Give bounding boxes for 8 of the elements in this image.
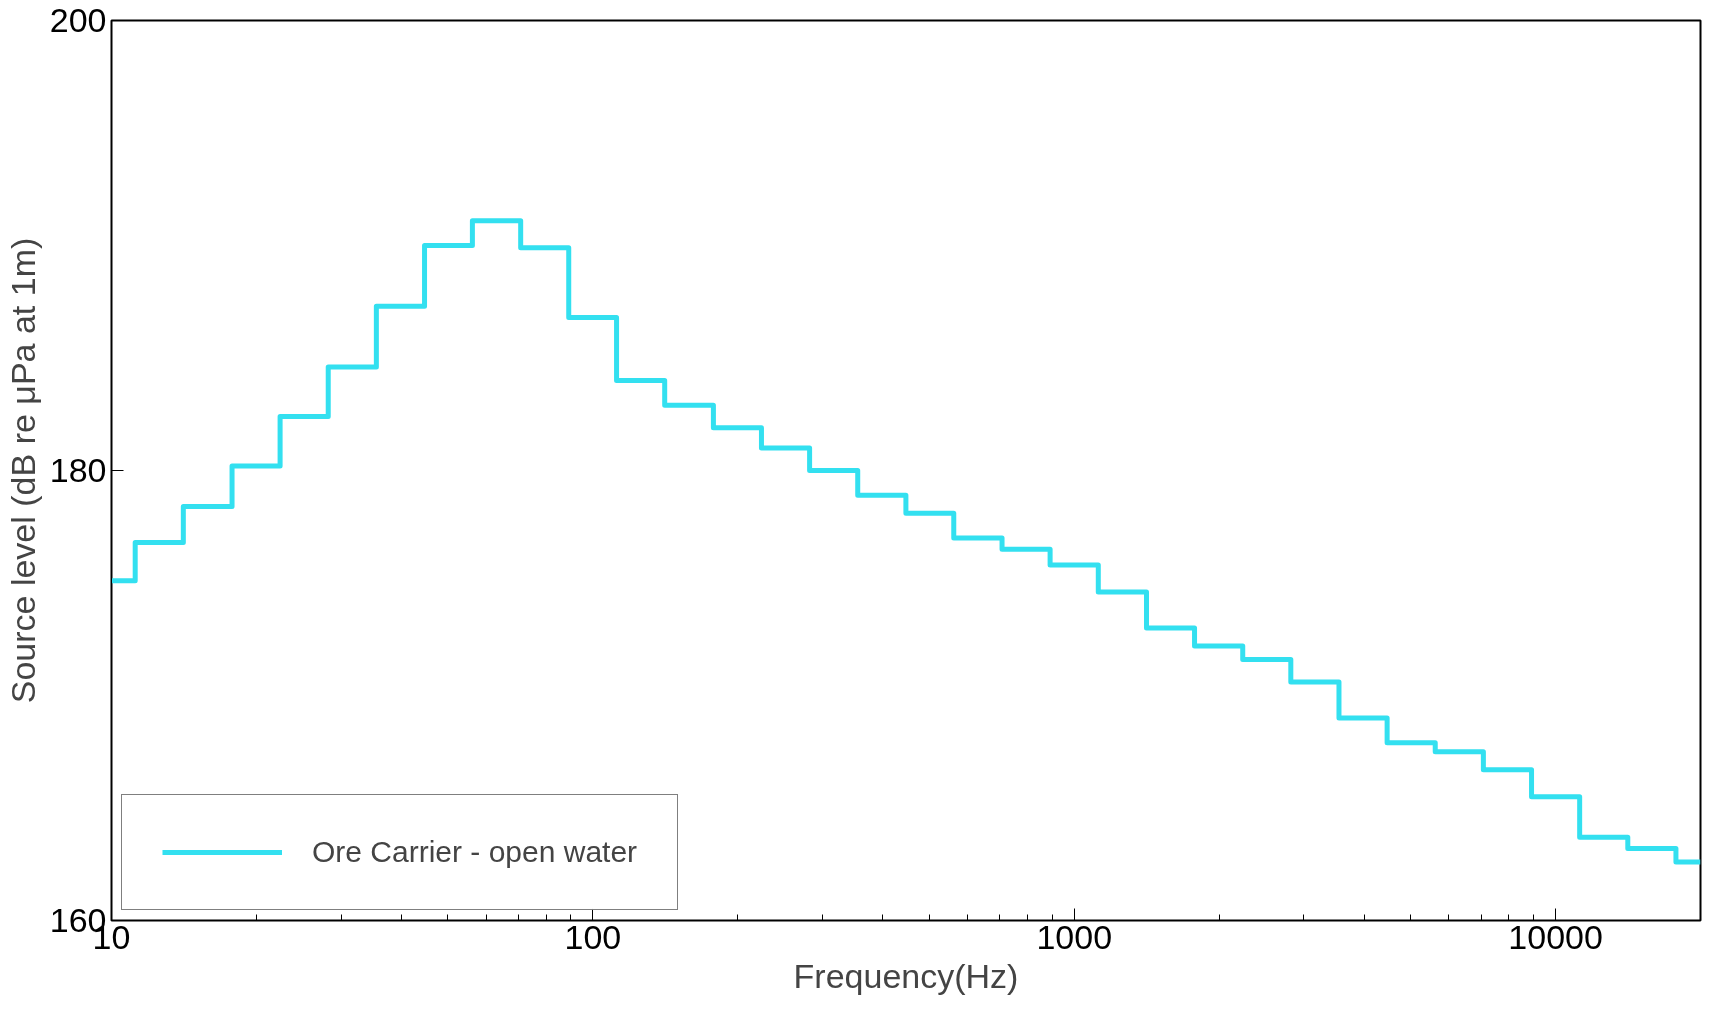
y-tick-label: 200 — [49, 1, 107, 39]
x-tick-label: 1000 — [1036, 917, 1113, 956]
x-tick-label: 100 — [564, 917, 622, 956]
y-tick-label: 180 — [49, 451, 107, 489]
x-axis-title: Frequency(Hz) — [793, 956, 1019, 995]
x-tick-label: 10000 — [1508, 917, 1603, 956]
y-axis-title: Source level (dB re μPa at 1m) — [3, 237, 42, 704]
legend-label: Ore Carrier - open water — [312, 835, 638, 869]
